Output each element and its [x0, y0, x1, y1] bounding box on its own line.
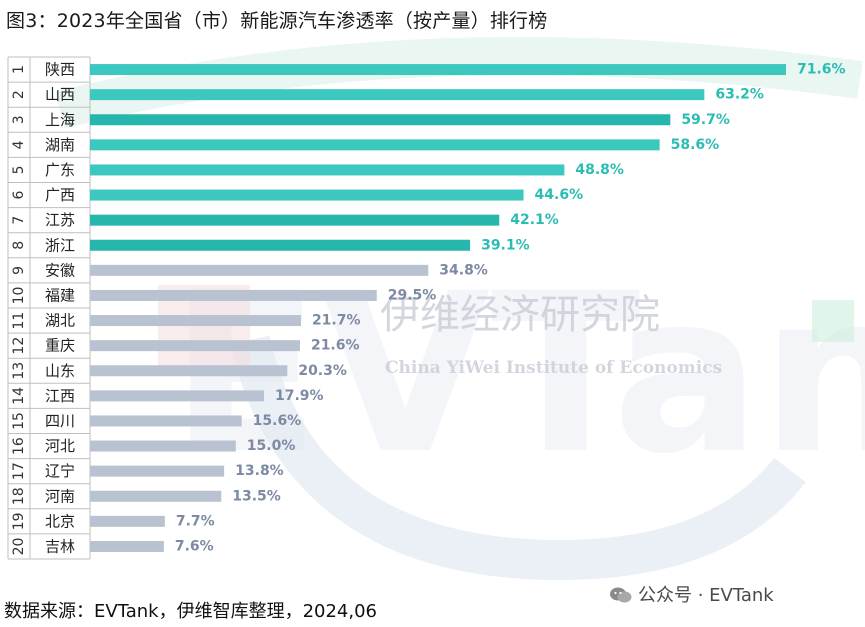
category-label: 安徽	[45, 261, 75, 279]
bar	[90, 64, 786, 76]
bar	[90, 239, 471, 251]
value-label: 17.9%	[275, 388, 324, 404]
value-label: 59.7%	[681, 112, 730, 128]
rank-label: 20	[11, 538, 27, 556]
rank-label: 10	[11, 287, 27, 305]
value-label: 39.1%	[481, 237, 530, 253]
value-label: 13.5%	[232, 488, 281, 504]
bar	[90, 289, 377, 301]
category-label: 江苏	[45, 211, 75, 229]
value-label: 7.7%	[176, 513, 215, 529]
bar	[90, 440, 236, 452]
bar	[90, 365, 288, 377]
category-label: 重庆	[45, 337, 75, 355]
rank-label: 17	[11, 462, 27, 480]
wechat-label: 公众号 · EVTank	[638, 585, 774, 606]
rank-label: 14	[11, 387, 27, 405]
bar	[90, 390, 264, 402]
category-label: 江西	[45, 387, 75, 405]
rank-label: 13	[11, 362, 27, 380]
value-label: 21.7%	[312, 313, 361, 329]
bar	[90, 340, 300, 352]
wechat-credit: 公众号 · EVTank	[610, 581, 774, 607]
bar	[90, 465, 225, 477]
bar	[90, 415, 242, 427]
chart-title: 图3：2023年全国省（市）新能源汽车渗透率（按产量）排行榜	[6, 10, 548, 32]
bar	[90, 89, 705, 101]
category-label: 河南	[45, 487, 75, 505]
bar	[90, 189, 524, 201]
category-label: 福建	[45, 286, 75, 304]
bar	[90, 164, 565, 176]
value-label: 20.3%	[298, 363, 347, 379]
value-label: 29.5%	[388, 287, 437, 303]
rank-label: 15	[11, 412, 27, 430]
value-label: 63.2%	[715, 87, 764, 103]
wechat-icon	[610, 587, 632, 603]
value-label: 21.6%	[311, 338, 360, 354]
category-label: 吉林	[45, 537, 75, 555]
rank-label: 12	[11, 337, 27, 355]
rank-label: 7	[11, 216, 27, 225]
rank-label: 3	[11, 115, 27, 124]
value-label: 42.1%	[510, 212, 559, 228]
value-label: 13.8%	[235, 463, 284, 479]
bar	[90, 515, 165, 527]
value-label: 34.8%	[439, 262, 488, 278]
rank-label: 6	[11, 191, 27, 200]
rank-label: 18	[11, 487, 27, 505]
category-label: 陕西	[45, 61, 75, 79]
category-label: 山西	[45, 86, 75, 104]
bar	[90, 264, 429, 276]
bar	[90, 540, 164, 552]
category-label: 上海	[45, 111, 75, 129]
rank-label: 5	[11, 165, 27, 174]
source-note: 数据来源：EVTank，伊维智库整理，2024,06	[4, 601, 377, 622]
bar	[90, 214, 500, 226]
category-label: 辽宁	[45, 462, 75, 480]
category-label: 湖北	[45, 312, 75, 330]
rank-label: 4	[11, 140, 27, 149]
rank-label: 11	[11, 312, 27, 330]
value-label: 58.6%	[671, 137, 720, 153]
value-label: 44.6%	[535, 187, 584, 203]
category-label: 北京	[45, 512, 75, 530]
category-label: 四川	[45, 412, 75, 430]
rank-label: 1	[11, 65, 27, 74]
value-label: 71.6%	[797, 62, 846, 78]
category-label: 广西	[45, 186, 75, 204]
rank-label: 19	[11, 512, 27, 530]
category-label: 浙江	[45, 236, 75, 254]
category-label: 河北	[45, 437, 75, 455]
value-label: 15.6%	[253, 413, 302, 429]
rank-label: 2	[11, 90, 27, 99]
rank-label: 16	[11, 437, 27, 455]
bar	[90, 139, 660, 151]
bar	[90, 315, 301, 327]
rank-label: 8	[11, 241, 27, 250]
bar	[90, 114, 671, 126]
value-label: 15.0%	[247, 438, 296, 454]
value-label: 48.8%	[575, 162, 624, 178]
category-label: 山东	[45, 362, 75, 380]
category-label: 湖南	[45, 136, 75, 154]
value-label: 7.6%	[175, 538, 214, 554]
rank-label: 9	[11, 266, 27, 275]
bar	[90, 490, 222, 502]
category-label: 广东	[45, 161, 75, 179]
